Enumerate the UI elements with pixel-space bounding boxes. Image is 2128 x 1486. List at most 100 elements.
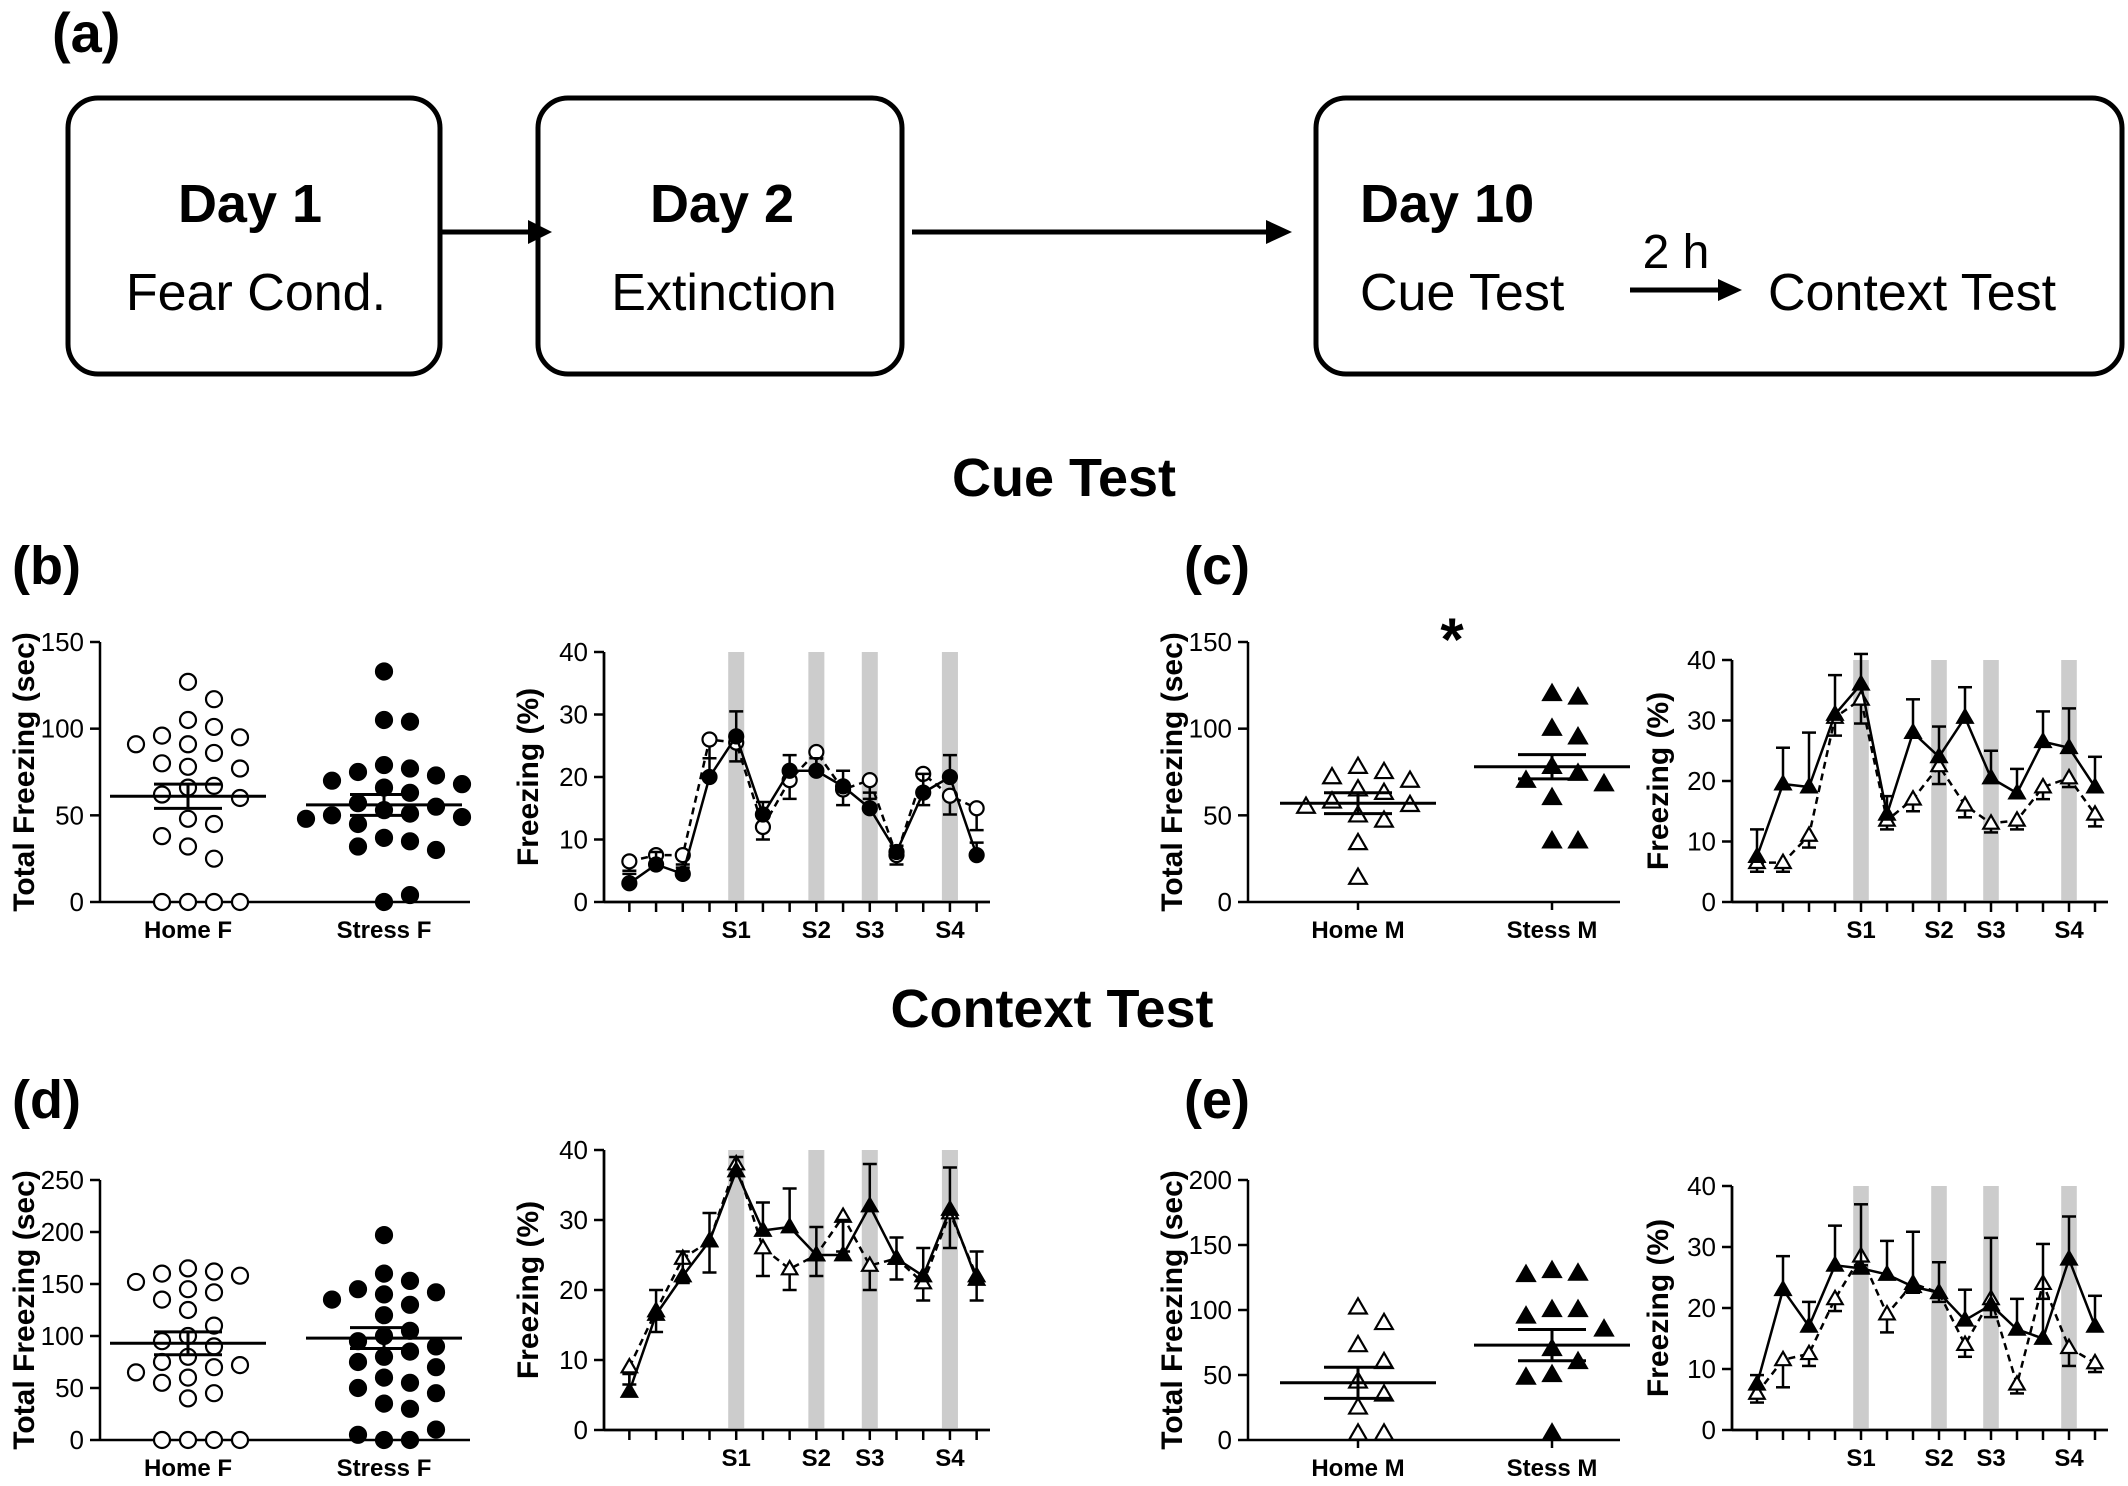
data-point: [1515, 1366, 1537, 1385]
data-point: [400, 1342, 420, 1361]
data-point: [230, 1266, 250, 1285]
x-category-label: Home F: [144, 1455, 232, 1482]
series-point: [915, 784, 932, 801]
data-point: [230, 1356, 250, 1375]
series-point: [781, 762, 798, 779]
x-category-label: Stress F: [337, 917, 432, 944]
data-point: [374, 1226, 394, 1245]
data-point: [426, 1358, 446, 1377]
data-point: [178, 892, 198, 912]
series-point: [1773, 773, 1793, 791]
series-point: [1747, 846, 1767, 864]
data-point: [178, 1300, 198, 1320]
x-tick-label: S4: [935, 917, 965, 944]
panel-label: (d): [12, 1070, 81, 1130]
y-tick-label: 20: [1687, 766, 1716, 796]
series-point: [1955, 707, 1975, 724]
data-point: [126, 735, 146, 754]
data-point: [1541, 1259, 1563, 1279]
data-point: [348, 1352, 368, 1372]
y-tick-label: 40: [559, 637, 588, 667]
y-tick-label: 150: [41, 1269, 84, 1299]
day2-box: [535, 95, 905, 377]
day10-box: [1313, 95, 2125, 377]
x-tick-label: S4: [2054, 1445, 2084, 1472]
x-tick-label: S3: [855, 917, 884, 944]
series-point: [1903, 722, 1923, 740]
series-point: [808, 762, 825, 779]
data-point: [348, 814, 368, 834]
series-point: [780, 1216, 800, 1234]
x-category-label: Stress F: [337, 1455, 432, 1482]
data-point: [348, 762, 368, 782]
data-point: [1567, 686, 1589, 705]
series-point: [1773, 1349, 1793, 1367]
x-tick-label: S3: [1976, 917, 2005, 944]
x-tick-label: S1: [722, 1445, 751, 1472]
x-tick-label: S1: [1846, 917, 1875, 944]
data-point: [204, 1283, 224, 1302]
data-point: [1541, 1298, 1563, 1318]
data-point: [322, 806, 342, 825]
series-point: [1825, 1255, 1845, 1272]
data-point: [204, 776, 224, 795]
series-point: [726, 1160, 746, 1178]
day10-title: Day 10: [1360, 174, 1534, 234]
timeline-panel: (a) Day 1 Fear Cond. Day 2 Extinction Da…: [52, 1, 2125, 377]
series-point: [888, 843, 905, 861]
series-point: [1955, 1334, 1975, 1352]
series-point: [2007, 1319, 2027, 1336]
data-point: [178, 1389, 198, 1408]
series-point: [673, 1265, 693, 1283]
data-point: [1347, 1333, 1369, 1353]
series-point: [1851, 1258, 1871, 1275]
data-point: [1541, 1422, 1563, 1441]
data-point: [322, 771, 342, 790]
series-point: [940, 1199, 960, 1216]
data-point: [374, 755, 394, 775]
day10-phase2: Context Test: [1768, 264, 2057, 322]
data-point: [1373, 781, 1395, 800]
series-point: [1981, 767, 2001, 785]
data-point: [1541, 786, 1563, 806]
data-point: [426, 1420, 446, 1439]
series-point: [1929, 1282, 1949, 1300]
series-point: [861, 800, 878, 817]
y-tick-label: 150: [1189, 627, 1232, 657]
section-title-cue: Cue Test: [952, 448, 1176, 508]
shock-bar: [728, 1150, 745, 1430]
series-line: [628, 1167, 978, 1392]
data-point: [152, 1352, 172, 1372]
series-point: [621, 853, 638, 870]
series-point: [2059, 1249, 2079, 1266]
x-tick-label: S1: [1846, 1445, 1875, 1472]
series-point: [860, 1195, 880, 1213]
data-point: [400, 783, 420, 802]
y-axis-label: Freezing (%): [512, 1201, 545, 1379]
x-tick-label: S2: [802, 917, 831, 944]
data-point: [204, 814, 224, 834]
x-category-label: Home F: [144, 917, 232, 944]
data-point: [178, 837, 198, 856]
data-point: [452, 775, 472, 794]
data-point: [152, 1430, 172, 1450]
data-point: [178, 710, 198, 730]
y-tick-label: 100: [41, 1321, 84, 1351]
data-point: [400, 1373, 420, 1392]
x-category-label: Home M: [1311, 917, 1404, 944]
y-tick-label: 40: [559, 1135, 588, 1165]
data-point: [348, 794, 368, 813]
y-axis-label: Total Freezing (sec): [1156, 1170, 1189, 1450]
series-point: [2033, 776, 2053, 794]
data-point: [426, 797, 446, 816]
series-point: [2085, 776, 2105, 794]
x-tick-label: S2: [802, 1445, 831, 1472]
data-point: [348, 1280, 368, 1299]
data-point: [178, 809, 198, 828]
arrowhead-day2-day10: [1266, 220, 1292, 244]
data-point: [296, 809, 316, 828]
data-point: [1541, 830, 1563, 849]
series-point: [701, 731, 718, 748]
y-tick-label: 10: [559, 825, 588, 855]
y-tick-label: 50: [55, 800, 84, 830]
